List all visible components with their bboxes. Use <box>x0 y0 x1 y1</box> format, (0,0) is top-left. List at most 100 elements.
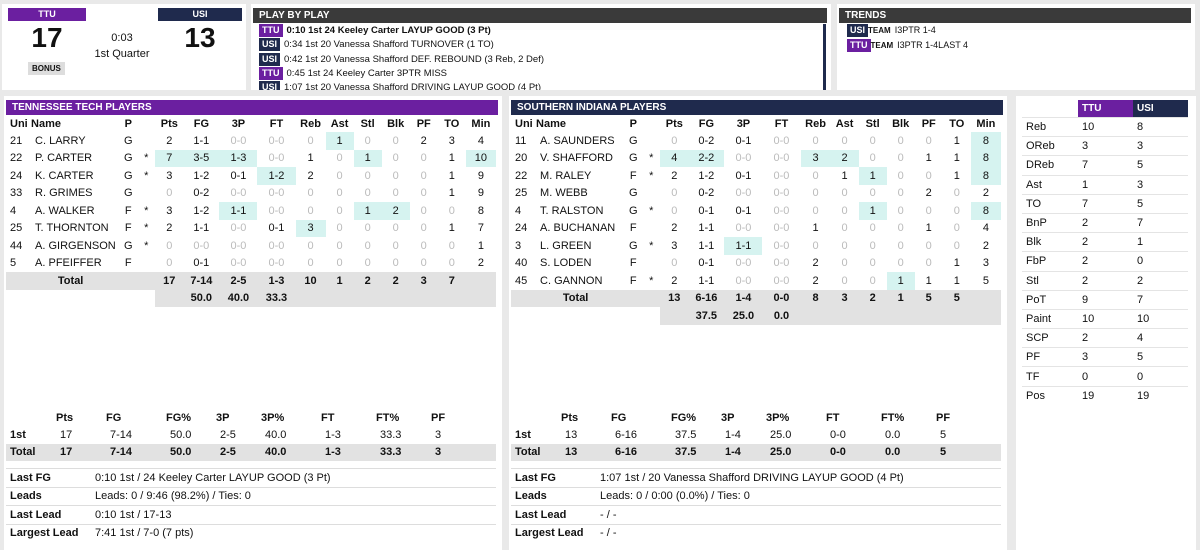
stat-cell: 0 <box>420 152 427 165</box>
total-cell: 7 <box>448 274 455 287</box>
column-header: Blk <box>892 117 910 130</box>
blank <box>971 290 1001 308</box>
stat-cell: 0-1 <box>735 134 752 147</box>
period-cell: 0-0 <box>830 428 846 441</box>
team-badge: USI <box>259 38 281 52</box>
stat-row: Pos 19 19 <box>1022 385 1188 405</box>
info-value: - / - <box>596 505 1001 524</box>
stat-cell: F <box>629 169 637 182</box>
stat-cell: 0 <box>841 222 848 235</box>
stat-cell: M. RALEY <box>540 169 592 182</box>
stat-cell: 33 <box>10 187 23 200</box>
stat-cell <box>642 185 660 203</box>
stat-cell: 0-1 <box>268 222 285 235</box>
stat-cell: 10 <box>1078 308 1133 329</box>
stat-cell: TF <box>1022 366 1078 387</box>
stat-cell: 1 <box>925 222 932 235</box>
trend-text: I3PTR 1-4 <box>894 25 936 35</box>
stat-cell: 1 <box>353 149 382 167</box>
column-header: Ast <box>330 117 349 130</box>
period-cell: 33.3 <box>380 428 402 441</box>
scrollbar <box>823 24 826 90</box>
column-header: PF <box>416 117 431 130</box>
blank <box>466 272 496 290</box>
stat-cell: 1 <box>448 187 455 200</box>
period-cell: 6-16 <box>615 428 638 441</box>
team-badge: TTU <box>847 38 871 52</box>
stat-cell: 0-0 <box>268 257 285 270</box>
info-label: Last FG <box>511 468 596 487</box>
stat-cell: 0-0 <box>773 169 790 182</box>
column-header: 3P% <box>261 411 285 424</box>
stat-cell: 1 <box>953 274 960 287</box>
info-table: Last FG 1:07 1st / 20 Vanessa Shafford DR… <box>511 468 1001 542</box>
stat-cell: 0-1 <box>735 204 752 217</box>
stat-cell: K. CARTER <box>35 169 94 182</box>
column-header: Min <box>471 117 491 130</box>
stat-row: FbP 2 0 <box>1022 251 1188 271</box>
stat-cell: 1 <box>953 257 960 270</box>
player-row: 20 V. SHAFFORD G * 4 2-2 0-0 0-0 3 2 0 0 1 1 8 <box>511 149 1001 167</box>
column-header: P <box>629 117 637 130</box>
period-row: Total 13 6-16 37.5 1-4 25.0 0-0 0.0 5 <box>511 443 1001 461</box>
total-cell: 1 <box>897 292 904 305</box>
stat-cell: 1 <box>858 167 887 185</box>
stat-cell: 2 <box>671 222 678 235</box>
total-cell: 6-16 <box>695 292 718 305</box>
stat-cell: 0 <box>841 204 848 217</box>
stat-cell: 0-0 <box>268 187 285 200</box>
stat-cell: 0 <box>841 239 848 252</box>
stat-cell: 1 <box>812 222 819 235</box>
stat-cell: 0-0 <box>230 134 247 147</box>
column-header: PF <box>936 411 951 424</box>
trend-text: I3PTR 1-4LAST 4 <box>897 39 969 50</box>
stat-cell: 4 <box>982 222 989 235</box>
total-cell: 1-4 <box>735 292 752 305</box>
column-header: FT <box>826 411 840 424</box>
stat-cell: 45 <box>515 274 528 287</box>
stat-cell: 0-1 <box>698 257 715 270</box>
stat-cell: 0 <box>953 204 960 217</box>
stat-cell: 0-0 <box>230 257 247 270</box>
stat-cell: Stl <box>1022 270 1078 291</box>
total-label: Total <box>562 292 589 305</box>
pbp-row: USI 0:34 1st 20 Vanessa Shafford TURNOVER… <box>259 38 494 52</box>
stat-cell: 2 <box>1078 232 1133 252</box>
stat-cell: 0 <box>897 222 904 235</box>
pbp-row: USI 1:07 1st 20 Vanessa Shafford DRIVING … <box>259 81 541 90</box>
stat-cell: 2 <box>166 222 173 235</box>
player-row: 21 C. LARRY G 2 1-1 0-0 0-0 0 1 0 0 2 3 4 <box>6 132 496 150</box>
stat-cell: 2 <box>1078 212 1133 233</box>
team-stats-table: TTU USI Reb 10 8 OReb 3 3 DReb 7 5 Ast 1 3 TO 7 5 BnP 2 7 Bl… <box>1022 100 1188 405</box>
stat-cell: 0 <box>812 239 819 252</box>
period-cell: 7-14 <box>110 446 133 459</box>
stat-cell: 0 <box>166 257 173 270</box>
stat-cell: G <box>628 134 638 147</box>
stat-cell: 0 <box>897 152 904 165</box>
stat-cell: 3 <box>166 204 173 217</box>
stat-cell: DReb <box>1022 155 1078 176</box>
period-cell: 3 <box>435 446 442 459</box>
period-cell: 0.0 <box>885 428 901 441</box>
stat-cell: 4 <box>515 204 522 217</box>
stat-cell: 0 <box>448 204 455 217</box>
period-cell: 1-4 <box>725 428 741 441</box>
stat-cell: 7 <box>1133 289 1188 310</box>
stat-cell: * <box>649 169 654 182</box>
play-text: 0:34 1st 20 Vanessa Shafford TURNOVER (1… <box>284 39 494 51</box>
column-header: Blk <box>387 117 405 130</box>
period-row: 1st 13 6-16 37.5 1-4 25.0 0-0 0.0 5 <box>511 426 1001 444</box>
stat-cell: 44 <box>10 239 23 252</box>
stat-cell: 8 <box>477 204 484 217</box>
total-cell: 3 <box>841 292 848 305</box>
header-row: Pts FG FG% 3P 3P% FT FT% PF <box>6 409 496 426</box>
stat-cell: 7 <box>1078 155 1133 176</box>
pct-cell: 40.0 <box>219 289 258 307</box>
stat-cell: 1 <box>448 169 455 182</box>
stat-cell: 3 <box>166 169 173 182</box>
column-header: 3P <box>721 411 735 424</box>
column-header: Pts <box>160 117 178 130</box>
stat-row: PF 3 5 <box>1022 347 1188 367</box>
info-label: Largest Lead <box>511 523 596 542</box>
column-header: Uni <box>515 117 533 130</box>
